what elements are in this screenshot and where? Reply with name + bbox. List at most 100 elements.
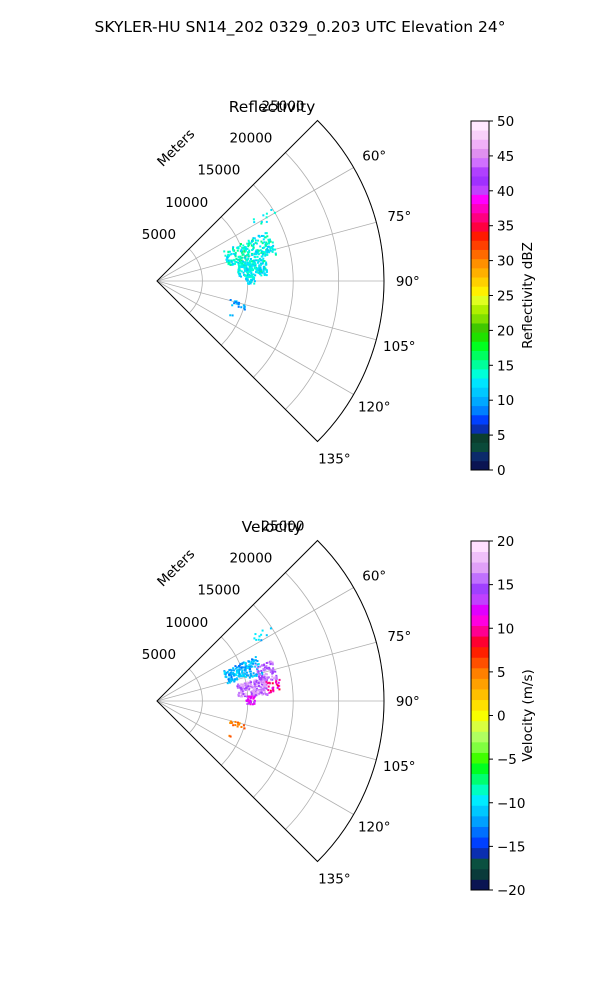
echo-gate xyxy=(255,638,258,641)
echo-gate xyxy=(244,663,247,666)
echo-gate xyxy=(232,667,235,670)
echo-gate xyxy=(225,676,228,679)
echo-gate xyxy=(234,667,237,670)
echo-gate xyxy=(248,701,251,704)
echo-gate xyxy=(252,248,255,251)
echo-gate xyxy=(233,300,236,303)
echo-gate xyxy=(265,665,268,668)
echo-gate xyxy=(239,691,242,694)
echo-gate xyxy=(266,245,269,248)
colorbar-label: Reflectivity dBZ xyxy=(520,242,536,349)
colorbar-segment xyxy=(471,433,489,443)
echo-gate xyxy=(265,673,268,676)
echo-gate xyxy=(243,305,246,308)
echo-gate xyxy=(271,682,274,685)
colorbar-segment xyxy=(471,231,489,241)
echo-gate xyxy=(263,241,266,244)
echo-gate xyxy=(269,249,272,252)
echo-gate xyxy=(243,262,246,265)
echo-gate xyxy=(253,701,256,704)
echo-gate xyxy=(251,658,254,661)
echo-gate xyxy=(253,679,256,682)
colorbar-tick-label: −5 xyxy=(497,752,517,768)
echo-gate xyxy=(243,266,246,269)
echo-gate xyxy=(249,282,252,285)
echo-gate xyxy=(260,271,263,274)
colorbar-segment xyxy=(471,313,489,324)
colorbar-tick-label: 50 xyxy=(497,114,514,130)
echo-gate xyxy=(229,263,232,266)
echo-gate xyxy=(226,670,229,673)
range-axis-label: Meters xyxy=(154,126,198,170)
echo-gate xyxy=(241,247,244,250)
colorbar-tick-label: 15 xyxy=(497,358,514,374)
echo-gate xyxy=(252,260,255,263)
echo-gate xyxy=(269,663,272,666)
colorbar-segment xyxy=(471,657,489,669)
echo-gate xyxy=(271,246,274,249)
echo-gate xyxy=(239,244,242,247)
echo-gate xyxy=(242,244,245,247)
echo-gate xyxy=(240,264,243,267)
echo-gate xyxy=(252,237,255,240)
echo-gate xyxy=(226,260,229,263)
echo-gate xyxy=(249,258,252,260)
echo-gate xyxy=(261,262,264,265)
echo-gate xyxy=(232,246,235,249)
echo-gate xyxy=(249,701,252,704)
echo-gate xyxy=(256,267,259,270)
echo-gate xyxy=(224,254,227,257)
colorbar-segment xyxy=(471,752,489,764)
echo-gate xyxy=(267,661,270,664)
echo-gate xyxy=(232,252,235,255)
echo-gate xyxy=(237,683,240,686)
echo-gate xyxy=(241,265,244,268)
colorbar-segment xyxy=(471,139,489,149)
echo-gate xyxy=(236,246,239,249)
colorbar-tick-label: 25 xyxy=(497,289,514,305)
echo-gate xyxy=(252,662,255,665)
echo-gate xyxy=(266,242,269,245)
echo-gate xyxy=(256,671,259,674)
echo-gate xyxy=(255,679,258,682)
echo-gate xyxy=(262,257,265,260)
azimuth-tick-label: 90° xyxy=(396,694,420,710)
echo-gate xyxy=(256,252,259,255)
colorbar-segment xyxy=(471,304,489,315)
echo-gate xyxy=(253,637,256,640)
echo-gate xyxy=(251,675,254,678)
echo-gate xyxy=(237,671,240,674)
echo-gate xyxy=(247,244,250,247)
echo-gate xyxy=(243,687,246,690)
echo-gate xyxy=(258,675,260,678)
echo-gate xyxy=(226,682,229,685)
echo-gate xyxy=(259,262,262,265)
colorbar-segment xyxy=(471,295,489,306)
azimuth-tick-label: 75° xyxy=(387,629,411,645)
echo-gate xyxy=(264,244,267,247)
echo-gate xyxy=(243,246,246,249)
echo-gate xyxy=(246,695,249,698)
echo-gate xyxy=(230,259,233,262)
echo-gate xyxy=(240,275,243,278)
echo-gate xyxy=(260,274,263,277)
colorbar-segment xyxy=(471,625,489,637)
echo-gate xyxy=(252,273,255,276)
echo-gate xyxy=(256,271,259,274)
echo-gate xyxy=(234,665,237,668)
echo-gate xyxy=(242,661,245,664)
echo-gate xyxy=(239,265,242,268)
echo-gate xyxy=(265,274,268,277)
echo-gate xyxy=(256,261,259,264)
echo-gate xyxy=(243,274,246,277)
echo-gate xyxy=(228,681,231,684)
colorbar-tick-label: 15 xyxy=(497,578,514,594)
echo-gate xyxy=(249,275,252,278)
echo-gate xyxy=(245,699,248,702)
echo-gate xyxy=(246,274,249,277)
echo-gate xyxy=(234,251,237,254)
echo-gate xyxy=(227,259,230,262)
echo-gate xyxy=(238,694,241,697)
echo-gate xyxy=(264,267,267,270)
echo-gate xyxy=(271,661,274,664)
